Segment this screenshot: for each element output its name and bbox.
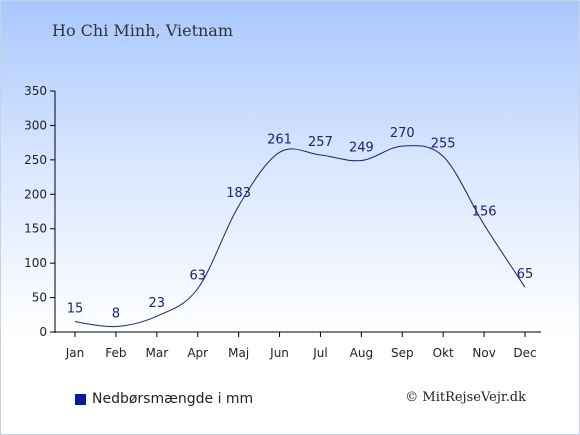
- x-tick-label: Apr: [187, 346, 208, 360]
- data-label: 156: [472, 205, 497, 220]
- data-label: 249: [349, 141, 374, 156]
- data-label: 23: [149, 296, 166, 311]
- data-label: 183: [226, 186, 251, 201]
- x-tick-label: Dec: [513, 346, 536, 360]
- data-label: 257: [308, 135, 333, 150]
- x-tick-label: Maj: [228, 346, 249, 360]
- x-tick-label: Nov: [472, 346, 495, 360]
- legend-label: Nedbørsmængde i mm: [92, 391, 254, 407]
- y-tick-label: 200: [24, 187, 47, 201]
- data-label: 63: [189, 269, 206, 284]
- data-label: 15: [67, 302, 84, 317]
- y-tick-label: 250: [24, 153, 47, 167]
- legend-swatch: [75, 393, 86, 405]
- credit-text: © MitRejseVejr.dk: [405, 390, 526, 405]
- legend: Nedbørsmængde i mm: [75, 391, 253, 407]
- data-label: 8: [112, 306, 120, 321]
- x-tick-label: Aug: [350, 346, 373, 360]
- data-label: 261: [267, 132, 292, 147]
- y-tick-label: 50: [32, 291, 47, 305]
- data-label: 255: [431, 136, 456, 151]
- x-tick-label: Jan: [65, 346, 85, 360]
- x-tick-label: Jul: [312, 346, 327, 360]
- y-tick-label: 0: [39, 325, 47, 339]
- data-label: 65: [517, 267, 534, 282]
- y-tick-label: 100: [24, 256, 47, 270]
- x-tick-label: Mar: [145, 346, 168, 360]
- y-tick-label: 300: [24, 118, 47, 132]
- x-tick-label: Sep: [391, 346, 414, 360]
- x-tick-label: Okt: [433, 346, 454, 360]
- chart-title: Ho Chi Minh, Vietnam: [52, 21, 234, 40]
- y-tick-label: 150: [24, 222, 47, 236]
- data-label: 270: [390, 126, 415, 141]
- x-tick-label: Feb: [105, 346, 126, 360]
- x-tick-label: Jun: [269, 346, 289, 360]
- y-tick-label: 350: [24, 84, 47, 98]
- series-line: [74, 145, 526, 328]
